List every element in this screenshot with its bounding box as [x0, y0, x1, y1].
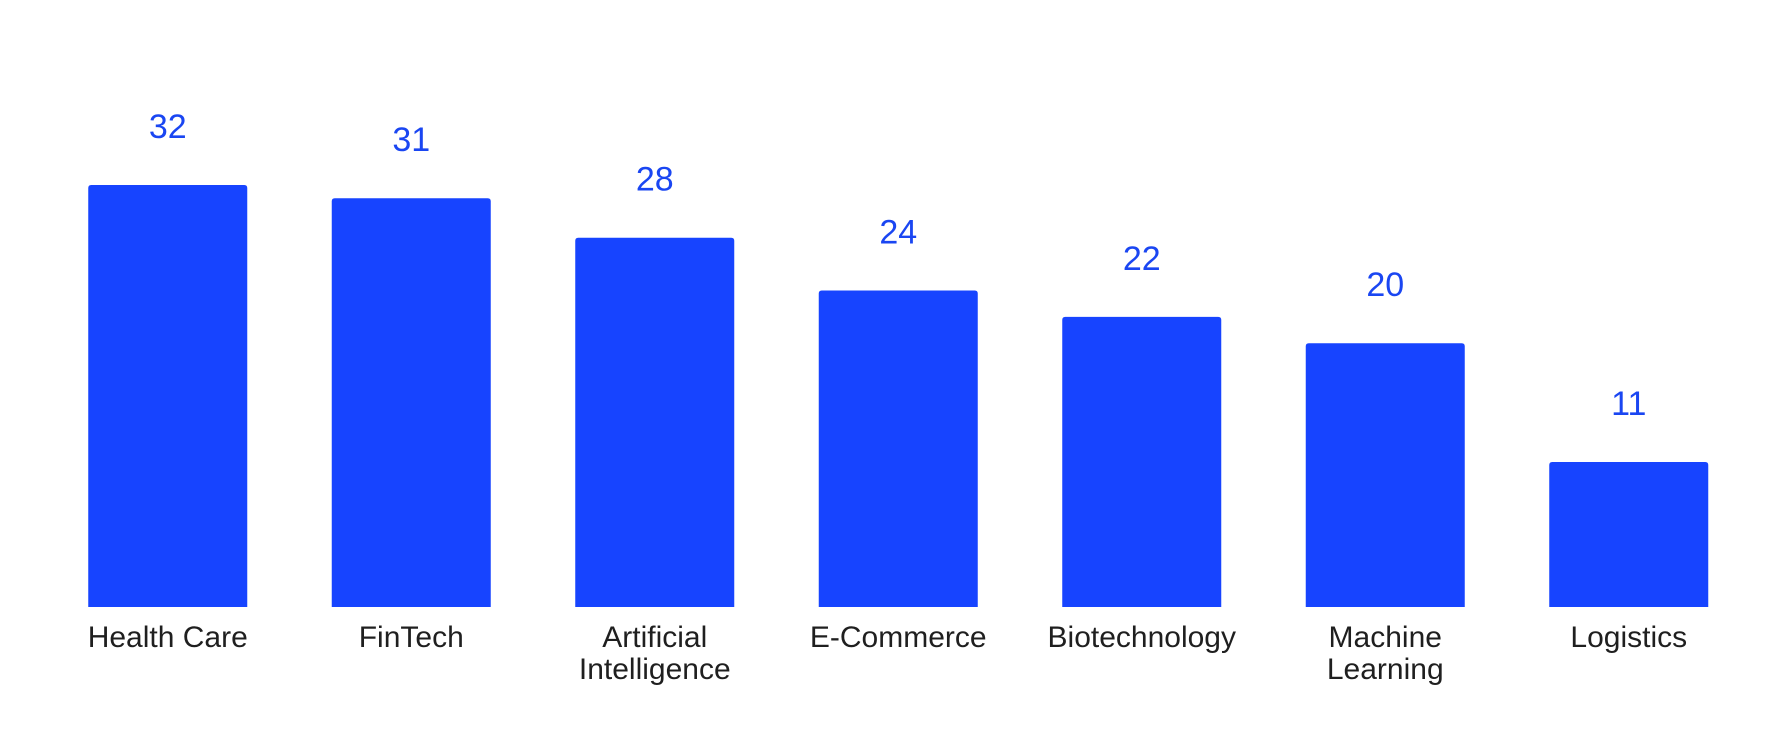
x-tick-label: Health Care: [88, 621, 248, 654]
bar: [818, 290, 978, 607]
value-label: 20: [1366, 266, 1404, 304]
label-line: Intelligence: [579, 653, 731, 686]
bar: [1062, 316, 1222, 607]
bar: [331, 198, 491, 607]
bar: [1305, 343, 1465, 607]
x-tick-label: Artificial Intelligence: [579, 621, 731, 686]
value-label: 32: [149, 108, 187, 146]
bar: [575, 237, 735, 607]
value-label: 24: [879, 213, 917, 251]
label-line: Learning: [1327, 653, 1444, 686]
value-label: 31: [392, 121, 430, 159]
value-label: 22: [1123, 240, 1161, 278]
bar: [88, 185, 248, 607]
x-tick-label: Machine Learning: [1327, 621, 1444, 686]
x-tick-label: E-Commerce: [810, 621, 987, 654]
value-label: 28: [636, 161, 674, 199]
x-tick-label: Biotechnology: [1048, 621, 1236, 654]
label-line: Machine: [1329, 621, 1442, 654]
label-line: Artificial: [602, 621, 707, 654]
x-tick-label: Logistics: [1570, 621, 1687, 654]
bar: [1549, 461, 1709, 607]
x-tick-label: FinTech: [359, 621, 464, 654]
value-label: 11: [1611, 385, 1646, 423]
